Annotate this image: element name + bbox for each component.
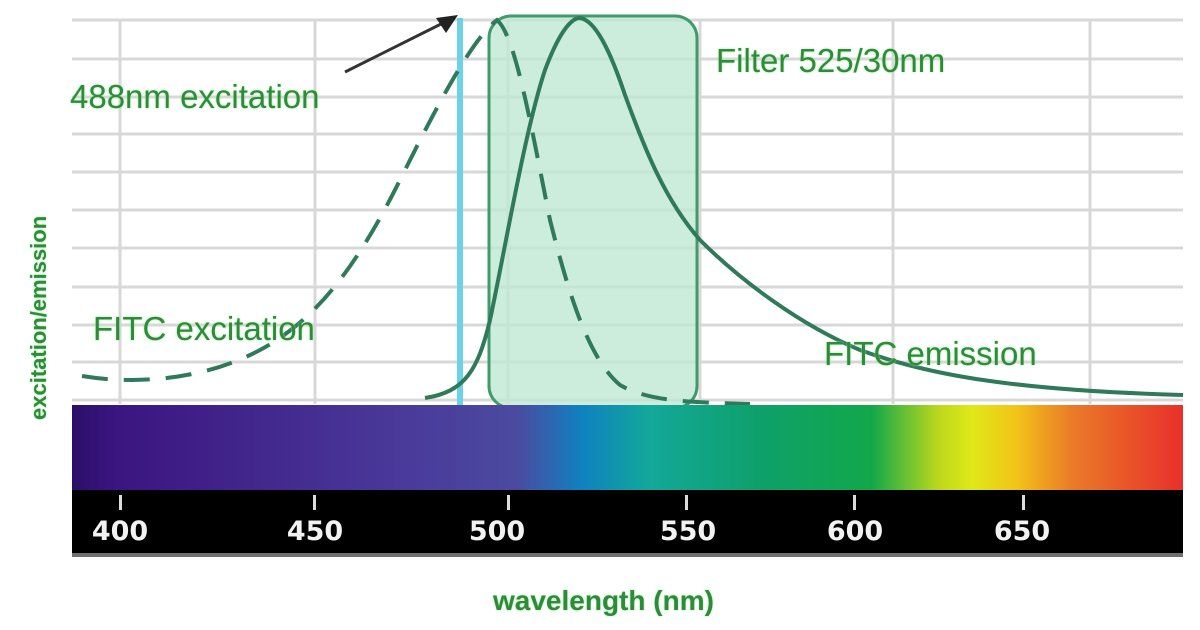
tick-label-400: 400 [91,516,149,547]
arrow-488-line [344,20,446,74]
tick-mark-650 [1022,495,1025,510]
fitc-excitation-curve [81,17,751,406]
laser-line-488 [457,18,463,406]
axis-bar [72,490,1183,557]
tick-mark-600 [853,495,856,510]
label-fitc-emission: FITC emission [824,335,1037,372]
spectrum-bar [72,405,1183,491]
tick-label-650: 650 [993,516,1051,547]
tick-mark-450 [313,495,316,510]
y-axis-label: excitation/emission [26,215,51,420]
fitc-emission-curve [424,15,1184,400]
x-axis-label: wavelength (nm) [493,585,714,616]
tick-label-550: 550 [659,516,717,547]
label-488nm-excitation: 488nm excitation [70,78,320,115]
label-filter: Filter 525/30nm [716,42,946,79]
tick-label-500: 500 [468,516,526,547]
tick-mark-400 [119,495,122,510]
label-fitc-excitation: FITC excitation [93,310,315,347]
tick-label-600: 600 [826,516,884,547]
tick-mark-500 [507,495,510,510]
tick-label-450: 450 [286,516,344,547]
arrow-488-head [436,15,458,33]
tick-mark-550 [685,495,688,510]
